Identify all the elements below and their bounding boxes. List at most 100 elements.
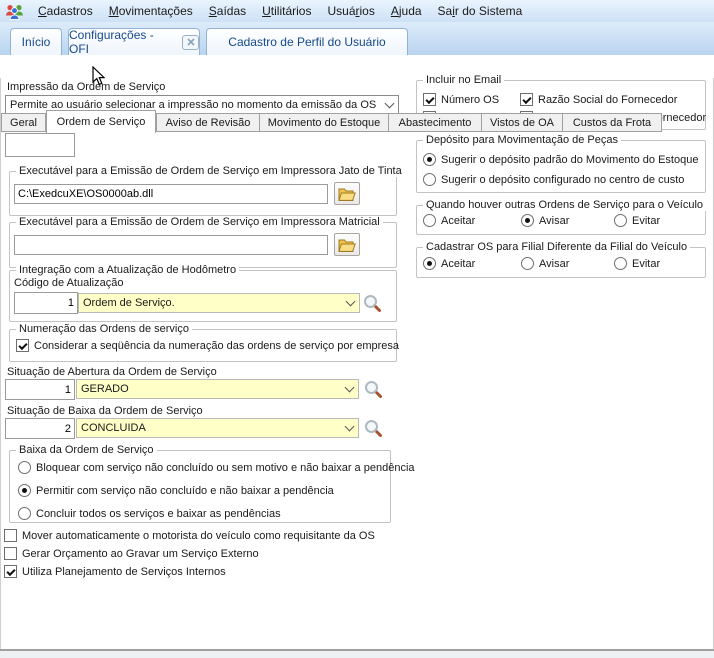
checkbox — [4, 547, 17, 560]
codigo-atualizacao-select[interactable]: Ordem de Serviço. — [78, 293, 360, 313]
checkbox-planejamento-servicos[interactable]: Utiliza Planejamento de Serviços Interno… — [4, 565, 226, 578]
codigo-atualizacao-input[interactable] — [14, 292, 78, 314]
deposito-pecas-group: Depósito para Movimentação de Peças Suge… — [416, 134, 706, 193]
radio-deposito-padrao[interactable]: Sugerir o depósito padrão do Movimento d… — [423, 153, 698, 166]
incluir-email-group-title: Incluir no Email — [423, 74, 505, 86]
radio-outras-evitar[interactable]: Evitar — [614, 214, 660, 227]
filial-group-title: Cadastrar OS para Filial Diferente da Fi… — [423, 241, 691, 253]
integracao-hodometro-group: Integração com a Atualização de Hodômetr… — [9, 264, 397, 322]
tab-abastecimento[interactable]: Abastecimento — [388, 113, 482, 132]
checkbox-razao-social[interactable]: Razão Social do Fornecedor — [520, 93, 677, 106]
exec-jato-group-title: Executável para a Emissão de Ordem de Se… — [16, 165, 405, 177]
chevron-down-icon — [382, 97, 397, 113]
exec-matricial-group: Executável para a Emissão de Ordem de Se… — [9, 216, 397, 268]
folder-open-icon — [338, 188, 356, 201]
chevron-down-icon — [342, 420, 357, 436]
situacao-baixa-code-input[interactable] — [5, 418, 75, 439]
chevron-down-icon — [343, 295, 358, 311]
radio-button — [423, 214, 436, 227]
search-lookup-button[interactable] — [363, 418, 383, 438]
browse-folder-button[interactable] — [334, 182, 360, 205]
menu-utilitarios[interactable]: Utilitários — [262, 4, 312, 18]
baixa-os-group: Baixa da Ordem de Serviço Bloquear com s… — [9, 444, 415, 523]
tab-geral[interactable]: Geral — [1, 113, 46, 132]
radio-bloquear[interactable]: Bloquear com serviço não concluído ou se… — [18, 461, 415, 474]
codigo-modelo-input[interactable] — [5, 133, 75, 157]
window-bottom-border — [0, 649, 714, 651]
radio-outras-avisar[interactable]: Avisar — [521, 214, 569, 227]
situacao-abertura-select[interactable]: GERADO — [76, 379, 359, 399]
exec-matricial-path-input[interactable] — [14, 235, 328, 255]
menu-bar: Cadastros Movimentações Saídas Utilitári… — [0, 0, 714, 22]
tab-aviso-de-revisao[interactable]: Aviso de Revisão — [156, 113, 260, 132]
radio-filial-evitar[interactable]: Evitar — [614, 257, 660, 270]
checkbox — [16, 339, 29, 352]
exec-matricial-group-title: Executável para a Emissão de Ordem de Se… — [16, 216, 383, 228]
codigo-atualizacao-label: Código de Atualização — [14, 277, 124, 289]
tab-ordem-de-servico[interactable]: Ordem de Serviço — [46, 110, 156, 133]
integracao-group-title: Integração com a Atualização de Hodômetr… — [16, 264, 240, 276]
menu-usuarios[interactable]: Usuários — [327, 4, 375, 18]
radio-button — [614, 257, 627, 270]
checkbox — [423, 93, 436, 106]
radio-button — [18, 461, 31, 474]
menu-movimentacoes[interactable]: Movimentações — [108, 4, 193, 18]
radio-filial-aceitar[interactable]: Aceitar — [423, 257, 475, 270]
folder-open-icon — [338, 239, 356, 252]
outras-os-group: Quando houver outras Ordens de Serviço p… — [416, 199, 707, 235]
tab-custos-da-frota[interactable]: Custos da Frota — [562, 113, 662, 132]
tab-inicio[interactable]: Início — [10, 28, 62, 55]
radio-button — [521, 257, 534, 270]
exec-jato-group: Executável para a Emissão de Ordem de Se… — [9, 165, 405, 216]
magnifier-icon — [364, 380, 382, 398]
exec-jato-path-input[interactable] — [14, 184, 328, 204]
situacao-abertura-code-input[interactable] — [5, 379, 75, 400]
checkbox-numero-os[interactable]: Número OS — [423, 93, 499, 106]
checkbox-mover-motorista[interactable]: Mover automaticamente o motorista do veí… — [4, 529, 375, 542]
browse-folder-button[interactable] — [334, 233, 360, 256]
radio-button — [614, 214, 627, 227]
menu-ajuda[interactable]: Ajuda — [390, 4, 422, 18]
radio-permitir[interactable]: Permitir com serviço não concluído e não… — [18, 484, 334, 497]
deposito-group-title: Depósito para Movimentação de Peças — [423, 134, 621, 146]
radio-concluir[interactable]: Concluir todos os serviços e baixar as p… — [18, 507, 281, 520]
app-logo-users-icon — [5, 3, 24, 20]
radio-deposito-centro-custo[interactable]: Sugerir o depósito configurado no centro… — [423, 173, 684, 186]
radio-outras-aceitar[interactable]: Aceitar — [423, 214, 475, 227]
radio-button — [18, 484, 31, 497]
baixa-os-group-title: Baixa da Ordem de Serviço — [16, 444, 157, 456]
incluir-email-group: Incluir no Email Número OS Razão Social … — [416, 74, 706, 130]
menu-sair-do-sistema[interactable]: Sair do Sistema — [437, 4, 523, 18]
tab-vistos-de-oa[interactable]: Vistos de OA — [481, 113, 563, 132]
close-icon[interactable] — [182, 34, 199, 50]
radio-button — [18, 507, 31, 520]
search-lookup-button[interactable] — [363, 379, 383, 399]
radio-button — [423, 257, 436, 270]
radio-button — [521, 214, 534, 227]
menu-cadastros[interactable]: Cadastros — [38, 4, 93, 18]
tab-cadastro-perfil-usuario[interactable]: Cadastro de Perfil do Usuário — [206, 28, 408, 55]
mouse-cursor-icon — [92, 65, 106, 89]
situacao-abertura-label: Situação de Abertura da Ordem de Serviço — [7, 366, 217, 378]
radio-button — [423, 153, 436, 166]
menu-saidas[interactable]: Saídas — [208, 4, 247, 18]
numeracao-group-title: Numeração das Ordens de serviço — [16, 323, 192, 335]
impressao-os-label: Impressão da Ordem de Serviço — [7, 81, 166, 93]
situacao-baixa-select[interactable]: CONCLUIDA — [76, 418, 359, 438]
tab-movimento-do-estoque[interactable]: Movimento do Estoque — [259, 113, 389, 132]
radio-button — [423, 173, 436, 186]
tab-configuracoes-ofi[interactable]: Configurações - OFI — [68, 28, 200, 56]
outras-os-group-title: Quando houver outras Ordens de Serviço p… — [423, 199, 707, 211]
situacao-baixa-label: Situação de Baixa da Ordem de Serviço — [7, 405, 203, 417]
content-area: Impressão da Ordem de Serviço Permite ao… — [1, 74, 713, 648]
radio-filial-avisar[interactable]: Avisar — [521, 257, 569, 270]
numeracao-checkbox-row[interactable]: Considerar a seqüência da numeração das … — [16, 339, 399, 352]
window-bottom-strip — [0, 651, 714, 658]
settings-tab-bar: Geral Ordem de Serviço Aviso de Revisão … — [0, 55, 714, 133]
checkbox — [4, 529, 17, 542]
numeracao-group: Numeração das Ordens de serviço Consider… — [9, 323, 399, 362]
search-lookup-button[interactable] — [362, 293, 382, 313]
checkbox-gerar-orcamento[interactable]: Gerar Orçamento ao Gravar um Serviço Ext… — [4, 547, 259, 560]
checkbox — [520, 93, 533, 106]
